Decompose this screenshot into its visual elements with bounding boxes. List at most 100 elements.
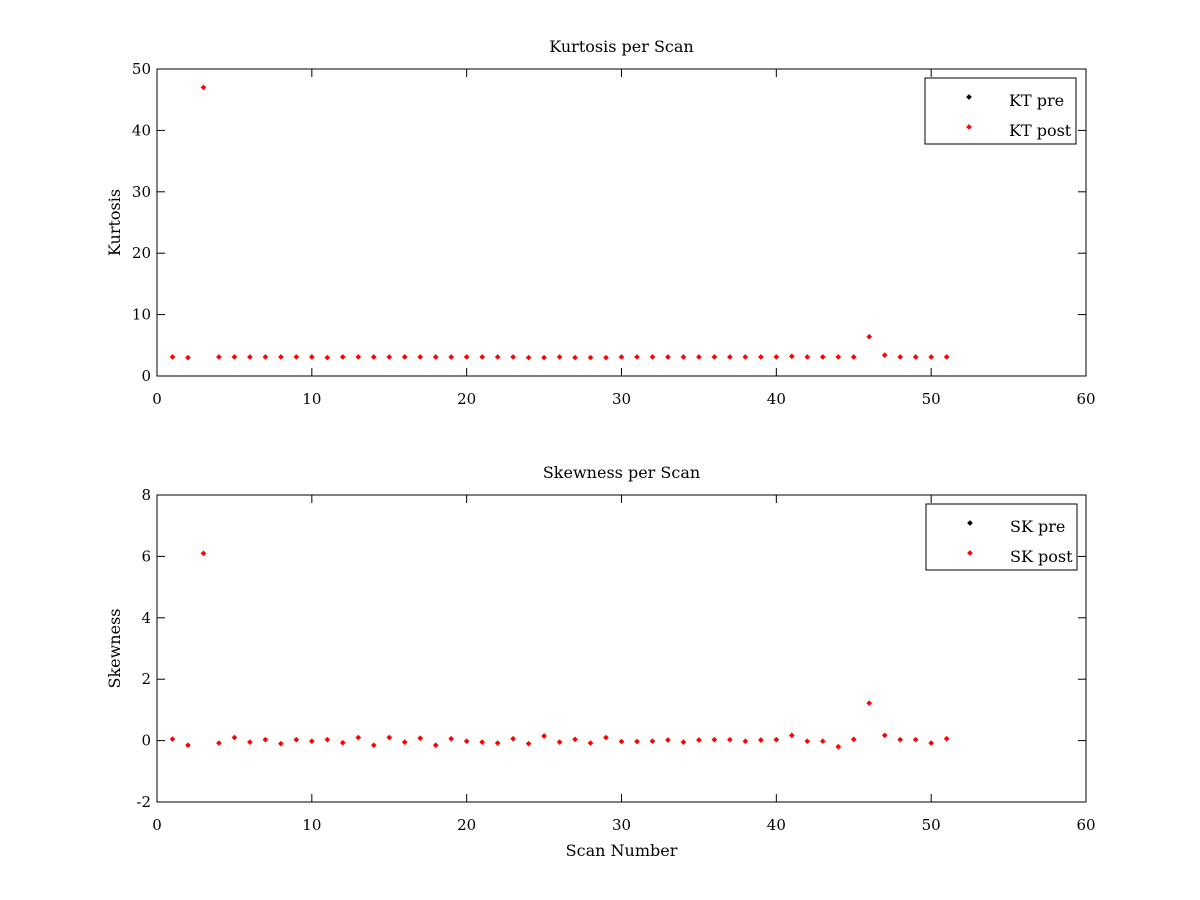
data-point (324, 736, 331, 743)
data-point (634, 354, 640, 360)
data-point (572, 736, 578, 743)
data-point (850, 354, 857, 360)
data-point (649, 738, 656, 745)
data-point (649, 354, 656, 360)
data-point (247, 739, 253, 745)
data-point (231, 734, 238, 741)
data-point (556, 739, 563, 745)
data-point (665, 737, 671, 743)
data-point (897, 354, 904, 360)
x-tick-label: 40 (767, 390, 786, 408)
legend-label: KT pre (1009, 91, 1064, 110)
data-point (278, 740, 284, 747)
chart-panel-0: 0 10 20 30 40 50 60 0 10 20 30 40 50 Kurtosis per Sca… (105, 37, 1096, 408)
data-point (711, 736, 718, 743)
data-point (696, 354, 702, 360)
x-tick-label: 60 (1076, 816, 1095, 834)
y-tick-label: 50 (132, 60, 151, 78)
x-tick-label: 20 (457, 816, 476, 834)
x-tick-label: 10 (302, 816, 321, 834)
x-tick-label: 30 (612, 816, 631, 834)
data-point (711, 354, 718, 360)
x-tick-label: 50 (922, 816, 941, 834)
y-tick-label: 0 (141, 367, 151, 385)
data-point (185, 742, 191, 749)
data-point (696, 737, 702, 743)
data-point (417, 735, 424, 741)
x-tick-label: 40 (767, 816, 786, 834)
data-point (897, 736, 904, 743)
chart-title: Skewness per Scan (543, 463, 700, 482)
data-point (448, 354, 455, 360)
data-point (928, 740, 934, 746)
legend-marker (966, 124, 972, 130)
data-point (401, 354, 408, 360)
legend-marker (966, 94, 972, 100)
data-point (525, 354, 532, 361)
data-point (479, 739, 485, 745)
x-tick-label: 20 (457, 390, 476, 408)
data-point (758, 737, 764, 743)
y-tick-label: -2 (136, 793, 151, 811)
data-point (835, 354, 842, 360)
data-point (541, 354, 547, 361)
data-point (835, 743, 842, 750)
data-point (866, 700, 873, 706)
data-point (169, 736, 176, 742)
data-point (510, 354, 516, 360)
x-tick-label: 0 (152, 390, 162, 408)
chart-title: Kurtosis per Scan (549, 37, 693, 56)
legend: SK pre SK post (925, 503, 1078, 571)
data-point (370, 742, 377, 749)
data-point (355, 734, 362, 741)
x-tick-label: 10 (302, 390, 321, 408)
data-point (339, 354, 346, 360)
data-point (618, 738, 625, 745)
data-point (819, 354, 826, 360)
legend-label: KT post (1009, 121, 1072, 140)
legend-box (925, 503, 1078, 571)
data-point (463, 738, 470, 745)
data-point (603, 354, 609, 361)
data-point (680, 354, 687, 360)
y-tick-label: 2 (141, 670, 151, 688)
data-point (448, 735, 455, 742)
legend-box (924, 77, 1077, 145)
x-tick-label: 60 (1076, 390, 1095, 408)
data-point (169, 354, 176, 360)
data-point (386, 354, 393, 360)
data-point (665, 354, 671, 360)
x-axis-label: Scan Number (566, 841, 678, 860)
data-point (278, 354, 284, 360)
data-point (463, 354, 470, 360)
data-point (494, 354, 501, 360)
y-tick-label: 40 (132, 121, 151, 139)
data-point (912, 354, 919, 360)
data-point (309, 738, 315, 745)
data-point (680, 739, 687, 745)
data-point (634, 738, 640, 745)
data-point (216, 740, 222, 746)
data-point (200, 550, 207, 557)
data-point (912, 736, 919, 743)
data-point (432, 354, 439, 360)
legend: KT pre KT post (924, 77, 1077, 145)
data-point (355, 354, 362, 360)
data-point (881, 352, 888, 358)
data-point (556, 354, 563, 360)
data-point (788, 732, 795, 739)
legend-marker (967, 520, 973, 526)
data-point (758, 354, 764, 360)
data-point (525, 740, 532, 747)
data-point (603, 734, 609, 741)
data-point (727, 354, 733, 360)
x-tick-label: 50 (922, 390, 941, 408)
x-tick-label: 0 (152, 816, 162, 834)
data-point (432, 742, 439, 749)
data-point (386, 734, 393, 741)
data-point (819, 738, 826, 745)
data-point (742, 738, 749, 745)
data-point (309, 354, 315, 360)
